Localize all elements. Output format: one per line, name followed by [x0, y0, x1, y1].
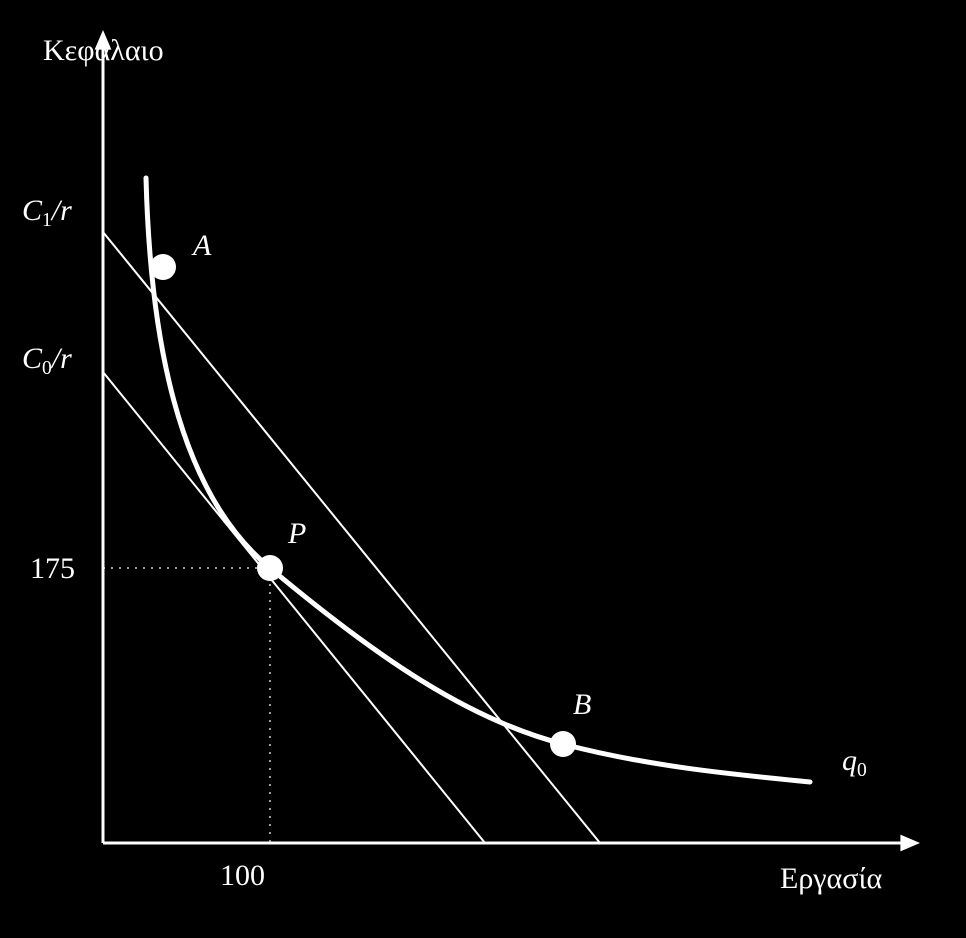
- y-axis-title: Κεφάλαιο: [43, 34, 164, 67]
- point-a-label: A: [191, 229, 212, 262]
- isoquant-isocost-diagram: Κεφάλαιο Εργασία C1/r C0/r 175 100 A P B…: [0, 0, 966, 938]
- point-p-label: P: [287, 517, 306, 550]
- y-tick-label-175: 175: [30, 552, 75, 585]
- chart-background: [0, 0, 966, 938]
- x-axis-title: Εργασία: [780, 862, 883, 895]
- point-b: [550, 731, 576, 757]
- point-b-label: B: [573, 688, 591, 721]
- x-tick-label-100: 100: [220, 859, 265, 892]
- point-a: [150, 254, 176, 280]
- point-p: [257, 555, 283, 581]
